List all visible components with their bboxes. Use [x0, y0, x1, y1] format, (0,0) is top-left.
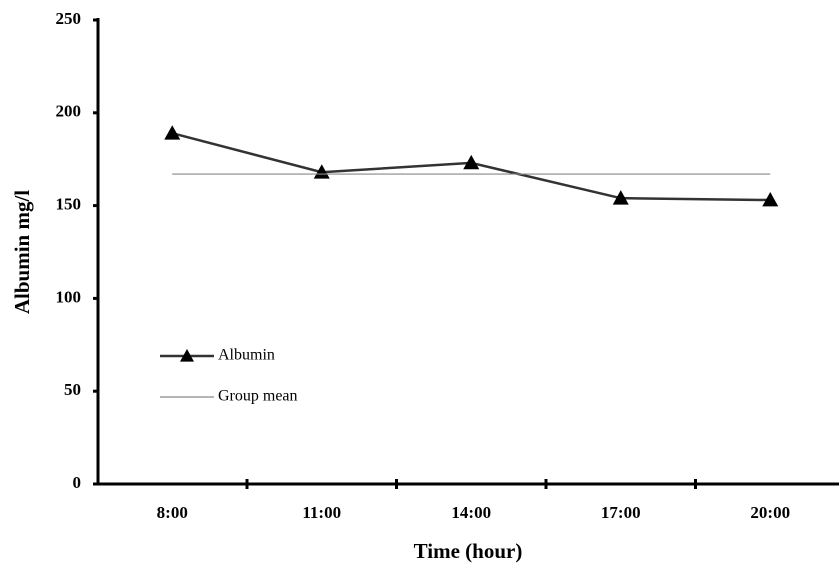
- data-point: [762, 192, 779, 207]
- legend-marker: [180, 349, 194, 362]
- data-point: [463, 154, 480, 170]
- legend-label: Group mean: [218, 388, 298, 405]
- x-tick-label: 8:00: [157, 503, 188, 522]
- data-point: [612, 190, 629, 205]
- y-tick-label: 50: [64, 380, 81, 399]
- x-tick-label: 20:00: [750, 503, 790, 522]
- legend-label: Albumin: [218, 347, 275, 364]
- y-tick-label: 250: [56, 9, 82, 28]
- x-tick-label: 17:00: [601, 503, 641, 522]
- y-tick-label: 0: [73, 473, 82, 492]
- x-tick-label: 14:00: [451, 503, 491, 522]
- y-tick-label: 100: [56, 287, 82, 306]
- y-tick-label: 150: [56, 195, 82, 214]
- x-tick-label: 11:00: [302, 503, 341, 522]
- x-axis-title: Time (hour): [414, 539, 523, 563]
- y-tick-label: 200: [56, 102, 82, 121]
- y-axis-title: Albumin mg/l: [10, 190, 34, 314]
- data-point: [313, 164, 330, 179]
- data-point: [164, 125, 181, 140]
